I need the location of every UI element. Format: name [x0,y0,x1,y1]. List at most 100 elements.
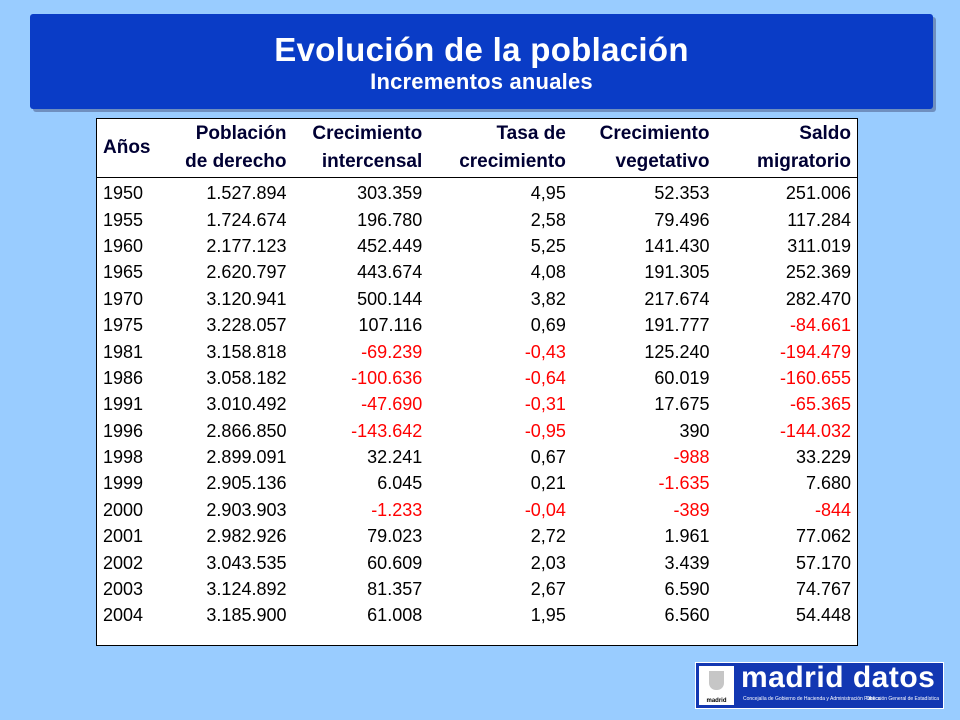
cell-intercensal-growth: 196.780 [357,209,423,230]
table-row: 2004 3.185.900 61.008 1,95 6.560 54.448 [97,602,857,628]
cell-migration-balance: 77.062 [795,526,851,547]
population-table-frame: Años Población de derecho Crecimiento inte… [96,118,858,646]
cell-intercensal-growth: -1.233 [371,499,423,520]
cell-year: 1955 [103,209,144,230]
cell-vegetative-growth: 3.439 [664,552,710,573]
cell-year: 1981 [103,341,144,362]
table-row: 1991 3.010.492 -47.690 -0,31 17.675 -65.365 [97,391,857,417]
cell-growth-rate: 1,95 [530,605,566,626]
cell-year: 1970 [103,288,144,309]
cell-year: 2002 [103,552,144,573]
cell-migration-balance: -844 [814,499,851,520]
cell-year: 1999 [103,473,144,494]
cell-year: 1975 [103,315,144,336]
cell-vegetative-growth: 17.675 [654,394,710,415]
cell-intercensal-growth: 81.357 [367,579,423,600]
cell-migration-balance: 117.284 [787,209,851,230]
cell-migration-balance: -194.479 [779,341,851,362]
logo-tagline-right: Dirección General de Estadística [866,696,939,702]
cell-growth-rate: -0,64 [524,367,566,388]
cell-growth-rate: -0,04 [524,499,566,520]
cell-growth-rate: 0,67 [530,447,566,468]
table-row: 1998 2.899.091 32.241 0,67 -988 33.229 [97,444,857,470]
table-row: 1975 3.228.057 107.116 0,69 191.777 -84.661 [97,312,857,338]
cell-migration-balance: 54.448 [795,605,851,626]
table-row: 1965 2.620.797 443.674 4,08 191.305 252.369 [97,259,857,285]
cell-vegetative-growth: 217.674 [644,288,710,309]
cell-migration-balance: 311.019 [787,235,851,256]
cell-population: 2.982.926 [206,526,287,547]
page-subtitle: Incrementos anuales [370,69,593,94]
cell-migration-balance: -144.032 [779,420,851,441]
cell-population: 3.120.941 [206,288,287,309]
cell-population: 2.903.903 [206,499,287,520]
cell-year: 1996 [103,420,144,441]
cell-vegetative-growth: 6.560 [664,605,710,626]
title-banner: Evolución de la población Incrementos an… [30,14,933,109]
cell-growth-rate: 0,21 [530,473,566,494]
cell-year: 1998 [103,447,144,468]
cell-population: 1.724.674 [206,209,287,230]
cell-migration-balance: 251.006 [785,183,851,204]
table-row: 1986 3.058.182 -100.636 -0,64 60.019 -160.655 [97,365,857,391]
cell-population: 2.866.850 [206,420,287,441]
cell-intercensal-growth: -143.642 [351,420,423,441]
cell-population: 3.228.057 [206,315,287,336]
cell-vegetative-growth: -389 [673,499,710,520]
cell-intercensal-growth: 60.609 [367,552,423,573]
cell-migration-balance: -84.661 [789,315,851,336]
cell-vegetative-growth: -1.635 [658,473,710,494]
table-row: 2000 2.903.903 -1.233 -0,04 -389 -844 [97,497,857,523]
cell-growth-rate: 5,25 [530,235,566,256]
cell-population: 3.058.182 [206,367,287,388]
header-population: Población de derecho [168,119,293,178]
cell-growth-rate: -0,31 [524,394,566,415]
page-title: Evolución de la población [274,31,689,68]
population-table: Años Población de derecho Crecimiento inte… [97,119,857,629]
header-intercensal-growth: Crecimiento intercensal [292,119,429,178]
cell-year: 2003 [103,579,144,600]
table-row: 1996 2.866.850 -143.642 -0,95 390 -144.032 [97,418,857,444]
cell-migration-balance: -65.365 [789,394,851,415]
cell-vegetative-growth: 390 [679,420,710,441]
crest-icon: madrid [699,666,734,705]
cell-year: 1986 [103,367,144,388]
header-growth-rate: Tasa de crecimiento [428,119,572,178]
logo-tagline-left: Concejalía de Gobierno de Hacienda y Adm… [743,696,881,702]
header-migration-balance: Saldo migratorio [715,119,857,178]
cell-population: 2.177.123 [206,235,287,256]
crest-caption: madrid [706,698,727,704]
table-row: 1970 3.120.941 500.144 3,82 217.674 282.470 [97,286,857,312]
cell-growth-rate: -0,43 [524,341,566,362]
cell-vegetative-growth: 141.430 [644,235,710,256]
table-row: 1960 2.177.123 452.449 5,25 141.430 311.019 [97,233,857,259]
cell-migration-balance: -160.655 [779,367,851,388]
cell-population: 1.527.894 [206,183,287,204]
cell-growth-rate: 2,72 [530,526,566,547]
cell-year: 1991 [103,394,144,415]
cell-intercensal-growth: 79.023 [367,526,423,547]
cell-intercensal-growth: 6.045 [377,473,423,494]
cell-population: 3.124.892 [206,579,287,600]
cell-migration-balance: 33.229 [795,447,851,468]
cell-population: 2.620.797 [206,262,287,283]
cell-vegetative-growth: 60.019 [654,367,710,388]
cell-intercensal-growth: 443.674 [357,262,423,283]
cell-growth-rate: 4,95 [530,183,566,204]
cell-vegetative-growth: -988 [673,447,710,468]
shield-icon [709,671,724,690]
cell-population: 3.158.818 [206,341,287,362]
table-row: 1950 1.527.894 303.359 4,95 52.353 251.006 [97,178,857,207]
cell-vegetative-growth: 1.961 [664,526,710,547]
cell-intercensal-growth: 452.449 [357,235,423,256]
cell-vegetative-growth: 6.590 [664,579,710,600]
cell-year: 1965 [103,262,144,283]
cell-year: 1950 [103,183,144,204]
cell-migration-balance: 57.170 [795,552,851,573]
cell-growth-rate: 3,82 [530,288,566,309]
cell-migration-balance: 252.369 [785,262,851,283]
madrid-datos-logo: madrid madrid datos Concejalía de Gobier… [695,661,944,709]
cell-population: 3.043.535 [206,552,287,573]
cell-intercensal-growth: 32.241 [367,447,423,468]
cell-vegetative-growth: 79.496 [654,209,710,230]
